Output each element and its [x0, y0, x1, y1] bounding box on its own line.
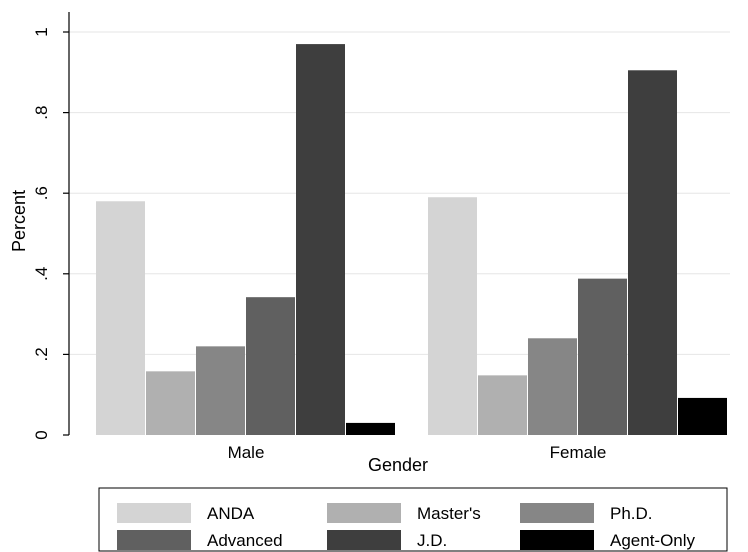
bar-anda-male [96, 201, 145, 435]
legend-swatch [520, 503, 594, 523]
bar-anda-female [428, 197, 477, 435]
bar-advanced-male [246, 297, 295, 435]
legend: ANDA Master's Ph.D. Advanced J.D. Agent-Only [98, 487, 728, 552]
legend-label: Advanced [207, 531, 283, 550]
y-tick-label: 1 [32, 27, 51, 36]
y-tick-label: .6 [32, 186, 51, 200]
x-tick-label-female: Female [550, 443, 607, 462]
legend-label: Agent-Only [610, 531, 696, 550]
y-tick-label: 0 [32, 430, 51, 439]
x-tick-labels: Male Female [228, 443, 607, 462]
y-tick-label: .2 [32, 347, 51, 361]
y-tick-label: .8 [32, 106, 51, 120]
bar-master-s-female [478, 375, 527, 435]
bar-agent-only-male [346, 422, 395, 435]
legend-box [98, 487, 728, 552]
legend-swatch [327, 503, 401, 523]
legend-label: Master's [417, 504, 481, 523]
bars [96, 44, 727, 436]
bar-agent-only-female [678, 397, 727, 435]
bar-ph-d--male [196, 346, 245, 435]
bar-j-d--female [628, 70, 677, 435]
x-axis-title: Gender [368, 455, 428, 475]
bar-j-d--male [296, 44, 345, 436]
y-tick-labels: 0 .2 .4 .6 .8 1 [32, 27, 51, 439]
x-tick-label-male: Male [228, 443, 265, 462]
legend-label: ANDA [207, 504, 255, 523]
legend-swatch [117, 530, 191, 550]
y-axis [63, 12, 70, 436]
bar-master-s-male [146, 371, 195, 435]
legend-label: J.D. [417, 531, 447, 550]
bar-advanced-female [578, 278, 627, 435]
legend-swatch [520, 530, 594, 550]
y-tick-label: .4 [32, 267, 51, 281]
bar-ph-d--female [528, 338, 577, 435]
y-axis-title: Percent [9, 190, 29, 252]
legend-swatch [327, 530, 401, 550]
legend-label: Ph.D. [610, 504, 653, 523]
legend-swatch [117, 503, 191, 523]
